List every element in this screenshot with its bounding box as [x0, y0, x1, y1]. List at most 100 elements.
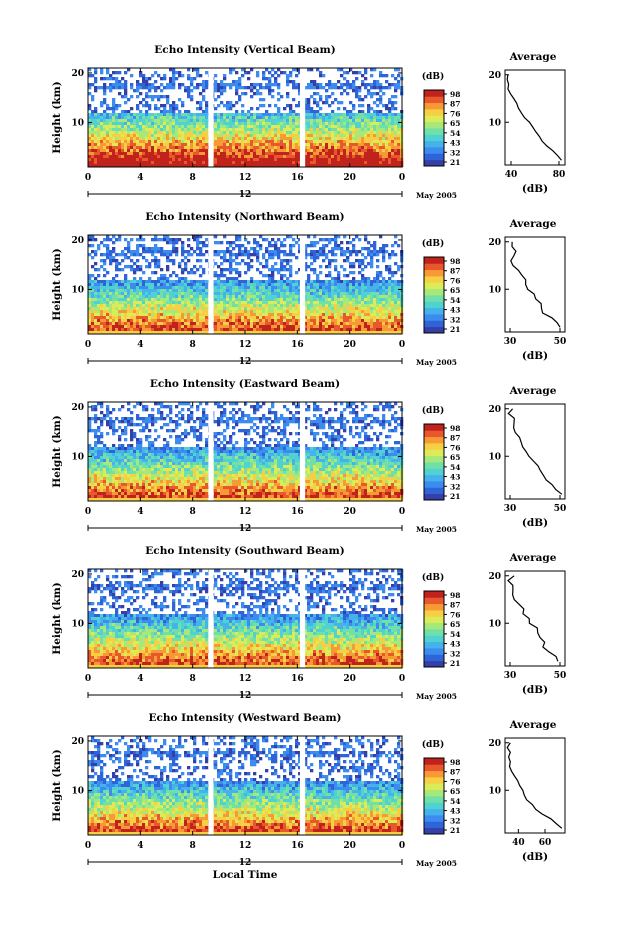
heatmap-cell [121, 304, 125, 308]
heatmap-cell [88, 316, 92, 320]
heatmap-cell [370, 313, 374, 317]
heatmap-cell [355, 134, 359, 138]
heatmap-cell [331, 292, 335, 296]
heatmap-cell [328, 322, 332, 326]
heatmap-cell [133, 140, 137, 144]
heatmap-cell [358, 292, 362, 296]
heatmap-cell [223, 74, 227, 78]
heatmap-cell [313, 289, 317, 293]
heatmap-cell [382, 253, 386, 257]
heatmap-cell [103, 89, 107, 93]
heatmap-cell [214, 155, 218, 159]
heatmap-cell [196, 68, 200, 72]
heatmap-cell [367, 89, 371, 93]
heatmap-cell [169, 125, 173, 129]
heatmap-cell [256, 122, 260, 126]
heatmap-cell [322, 247, 326, 251]
heatmap-cell [103, 86, 107, 90]
heatmap-cell [97, 298, 101, 302]
heatmap-cell [214, 113, 218, 117]
heatmap-cell [364, 83, 368, 87]
heatmap-cell [247, 268, 251, 272]
heatmap-cell [241, 250, 245, 254]
heatmap-cell [244, 247, 248, 251]
heatmap-cell [118, 301, 122, 305]
heatmap-cell [250, 128, 254, 132]
heatmap-cell [340, 149, 344, 153]
heatmap-cell [370, 250, 374, 254]
heatmap-cell [316, 325, 320, 329]
heatmap-cell [214, 80, 218, 84]
heatmap-cell [205, 119, 209, 123]
colorbar-segment [424, 102, 444, 110]
heatmap-cell [280, 71, 284, 75]
heatmap-cell [262, 289, 266, 293]
heatmap-cell [241, 307, 245, 311]
heatmap-cell [307, 140, 311, 144]
heatmap-cell [328, 307, 332, 311]
heatmap-cell [277, 280, 281, 284]
heatmap-cell [187, 128, 191, 132]
heatmap-cell [202, 98, 206, 102]
heatmap-cell [205, 116, 209, 120]
heatmap-cell [337, 158, 341, 162]
heatmap-cell [283, 71, 287, 75]
heatmap-cell [334, 295, 338, 299]
heatmap-cell [298, 268, 302, 272]
panel-title: Echo Intensity (Vertical Beam) [154, 44, 335, 56]
heatmap-cell [187, 295, 191, 299]
heatmap-cell [253, 155, 257, 159]
heatmap-cell [112, 137, 116, 141]
heatmap-cell [205, 328, 209, 332]
heatmap-cell [88, 301, 92, 305]
heatmap-cell [190, 325, 194, 329]
heatmap-cell [196, 286, 200, 290]
heatmap-cell [157, 140, 161, 144]
heatmap-cell [106, 77, 110, 81]
heatmap-cell [376, 134, 380, 138]
heatmap-cell [109, 292, 113, 296]
heatmap-cell [307, 289, 311, 293]
heatmap-cell [337, 283, 341, 287]
heatmap-cell [376, 83, 380, 87]
heatmap-cell [298, 119, 302, 123]
heatmap-cell [229, 128, 233, 132]
heatmap-cell [217, 86, 221, 90]
heatmap-cell [217, 119, 221, 123]
heatmap-cell [256, 116, 260, 120]
heatmap-cell [223, 283, 227, 287]
heatmap-cell [226, 158, 230, 162]
heatmap-cell [307, 310, 311, 314]
heatmap-cell [262, 274, 266, 278]
heatmap-cell [244, 325, 248, 329]
heatmap-cell [331, 116, 335, 120]
heatmap-cell [385, 86, 389, 90]
heatmap-cell [124, 140, 128, 144]
heatmap-cell [337, 271, 341, 275]
heatmap-cell [355, 128, 359, 132]
heatmap-cell [196, 107, 200, 111]
heatmap-cell [316, 280, 320, 284]
heatmap-cell [394, 116, 398, 120]
heatmap-cell [298, 304, 302, 308]
heatmap-cell [238, 149, 242, 153]
heatmap-cell [343, 149, 347, 153]
heatmap-cell [166, 319, 170, 323]
heatmap-cell [340, 83, 344, 87]
heatmap-cell [151, 238, 155, 242]
heatmap-cell [94, 262, 98, 266]
heatmap-cell [193, 310, 197, 314]
heatmap-cell [223, 83, 227, 87]
heatmap-cell [355, 235, 359, 239]
heatmap-cell [94, 161, 98, 165]
heatmap-cell [229, 298, 233, 302]
heatmap-cell [139, 319, 143, 323]
heatmap-cell [223, 322, 227, 326]
heatmap-cell [292, 131, 296, 135]
heatmap-cell [157, 265, 161, 269]
heatmap-cell [295, 152, 299, 156]
heatmap-cell [238, 295, 242, 299]
heatmap-cell [355, 250, 359, 254]
heatmap-cell [379, 101, 383, 105]
heatmap-cell [127, 256, 131, 260]
